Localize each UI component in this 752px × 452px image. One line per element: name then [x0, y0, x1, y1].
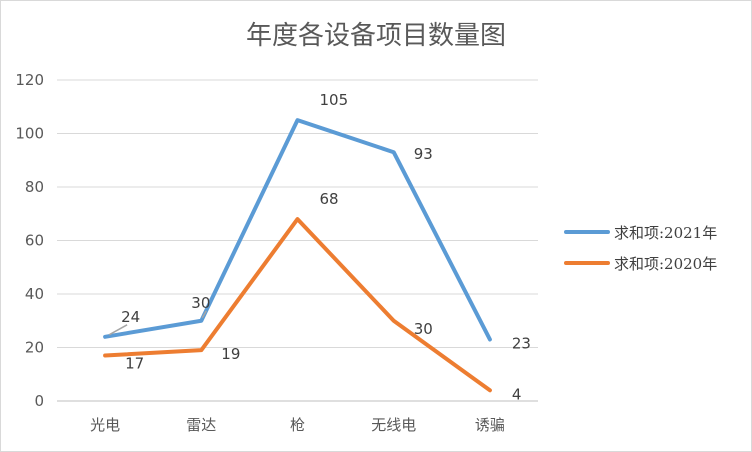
y-tick-label: 60	[25, 232, 44, 250]
y-tick-label: 0	[34, 392, 44, 410]
legend-label: 求和项:2020年	[614, 255, 717, 273]
data-label: 68	[320, 190, 339, 208]
data-label: 17	[125, 355, 144, 373]
y-tick-label: 120	[15, 71, 44, 89]
x-tick-label: 诱骗	[475, 416, 505, 434]
chart-title: 年度各设备项目数量图	[246, 21, 506, 51]
y-axis-ticks: 0 20 40 60 80 100 120	[15, 71, 44, 410]
y-tick-label: 20	[25, 339, 44, 357]
series-lines	[103, 118, 492, 393]
data-label: 30	[414, 320, 433, 338]
series-line-1	[103, 217, 492, 393]
x-tick-label: 雷达	[186, 416, 216, 434]
data-label: 19	[221, 345, 240, 363]
x-tick-label: 光电	[90, 416, 120, 434]
y-tick-label: 80	[25, 178, 44, 196]
y-tick-label: 100	[15, 125, 44, 143]
x-tick-label: 无线电	[371, 416, 416, 434]
x-axis-ticks: 光电 雷达 枪 无线电 诱骗	[90, 416, 505, 434]
data-label: 23	[512, 334, 531, 352]
data-label: 105	[320, 91, 349, 109]
data-label: 93	[414, 145, 433, 163]
y-tick-label: 40	[25, 285, 44, 303]
data-label: 30	[191, 294, 210, 312]
data-labels: 24 30 105 93 23 17 19 68 30 4	[108, 91, 531, 403]
gridlines	[57, 79, 538, 402]
data-label: 24	[121, 308, 140, 326]
leader-line	[201, 310, 207, 319]
leader-line	[108, 324, 128, 336]
series-line-0	[103, 118, 492, 342]
x-tick-label: 枪	[290, 416, 305, 434]
legend-label: 求和项:2021年	[614, 224, 717, 242]
data-label: 4	[512, 385, 522, 403]
